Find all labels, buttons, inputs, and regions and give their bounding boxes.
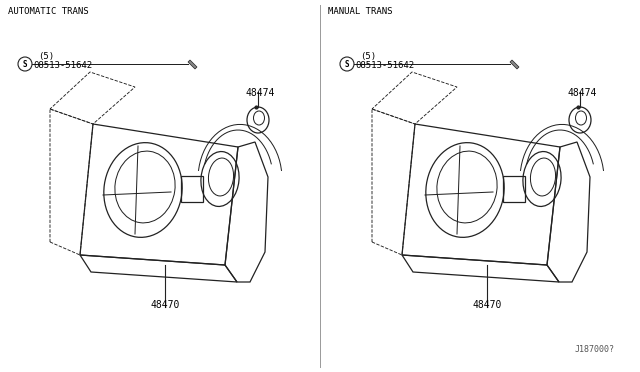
Text: 48474: 48474 — [246, 88, 275, 98]
Text: MANUAL TRANS: MANUAL TRANS — [328, 7, 392, 16]
Text: 48474: 48474 — [568, 88, 597, 98]
Polygon shape — [188, 60, 197, 69]
Text: 48470: 48470 — [150, 300, 180, 310]
Polygon shape — [510, 60, 519, 69]
Text: J187000?: J187000? — [575, 345, 615, 354]
Text: (5): (5) — [38, 51, 54, 61]
Bar — [181, 176, 203, 202]
Text: 08513-51642: 08513-51642 — [33, 61, 92, 70]
Text: S: S — [22, 60, 28, 68]
Text: 48470: 48470 — [472, 300, 502, 310]
Text: 08513-51642: 08513-51642 — [355, 61, 414, 70]
Text: S: S — [345, 60, 349, 68]
Text: AUTOMATIC TRANS: AUTOMATIC TRANS — [8, 7, 88, 16]
Bar — [503, 176, 525, 202]
Text: (5): (5) — [360, 51, 376, 61]
